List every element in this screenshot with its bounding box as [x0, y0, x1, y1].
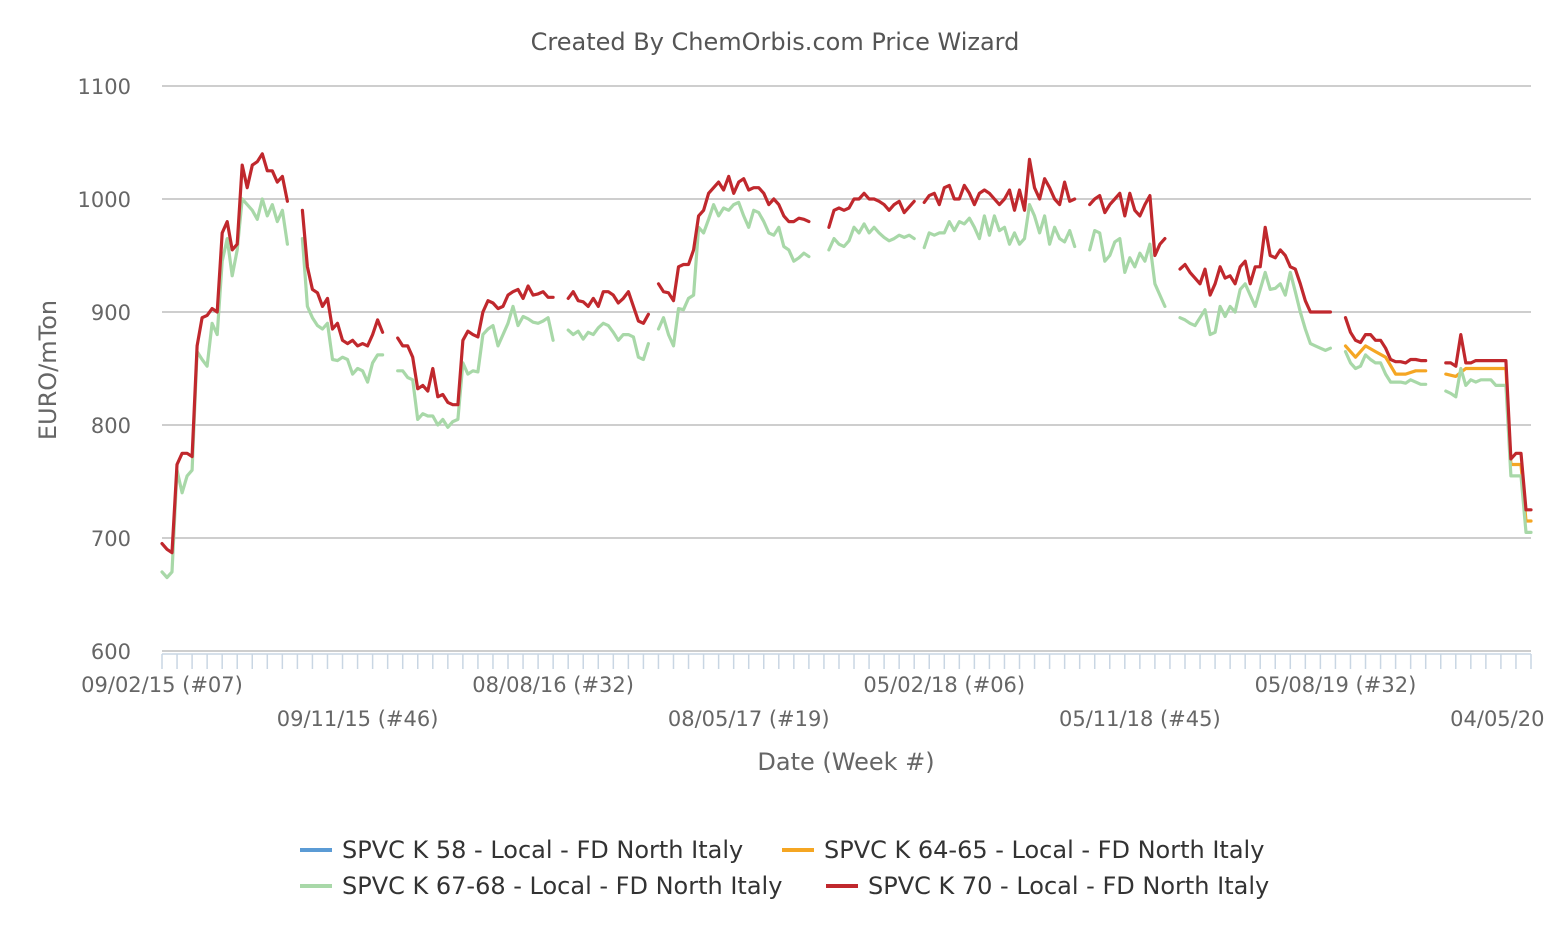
series-line-segment: [1088, 229, 1167, 308]
series-line-segment: [566, 290, 650, 325]
series-line-segment: [922, 203, 1077, 250]
legend: SPVC K 58 - Local - FD North Italy SPVC K…: [300, 836, 1269, 900]
series-line-segment: [300, 237, 385, 384]
y-axis-ticks: 600 700 800 900 1000 1100: [78, 75, 131, 664]
series-line-segment: [396, 304, 555, 429]
y-axis-title: EURO/mTon: [34, 300, 62, 440]
y-tick-label: 800: [91, 414, 131, 438]
x-tick-label: 05/02/18 (#06): [863, 673, 1025, 697]
legend-label: SPVC K 70 - Local - FD North Italy: [868, 872, 1269, 900]
x-tick-label: 08/05/17 (#19): [668, 707, 830, 731]
series-line-segment: [160, 197, 289, 580]
series-line-segment: [396, 284, 555, 407]
series-line-segment: [1444, 333, 1533, 512]
legend-label: SPVC K 58 - Local - FD North Italy: [342, 836, 743, 864]
x-tick-label: 04/05/20 (#19): [1450, 707, 1552, 731]
legend-label: SPVC K 64-65 - Local - FD North Italy: [824, 836, 1264, 864]
series-line-segment: [656, 174, 811, 303]
series-line-segment: [566, 321, 650, 362]
series-line-segment: [827, 222, 916, 252]
x-tick-label: 09/02/15 (#07): [81, 673, 243, 697]
series-line-segment: [1343, 344, 1428, 376]
legend-label: SPVC K 67-68 - Local - FD North Italy: [342, 872, 782, 900]
x-tick-label: 09/11/15 (#46): [277, 707, 439, 731]
y-tick-label: 600: [91, 640, 131, 664]
y-tick-label: 700: [91, 527, 131, 551]
series-line-segment: [1178, 270, 1332, 352]
chart-title: Created By ChemOrbis.com Price Wizard: [531, 28, 1020, 56]
x-tick-label: 05/08/19 (#32): [1255, 673, 1417, 697]
series-lines: [160, 152, 1533, 580]
series-line-segment: [160, 152, 289, 555]
x-axis-title: Date (Week #): [757, 748, 934, 776]
series-line-segment: [300, 208, 385, 348]
series-line-segment: [656, 200, 811, 348]
legend-item[interactable]: SPVC K 67-68 - Local - FD North Italy: [300, 872, 782, 900]
series-3: [160, 152, 1533, 555]
legend-item[interactable]: SPVC K 70 - Local - FD North Italy: [826, 872, 1269, 900]
y-tick-label: 900: [91, 301, 131, 325]
series-line-segment: [1343, 350, 1428, 386]
x-tick-label: 05/11/18 (#45): [1059, 707, 1221, 731]
series-2: [160, 197, 1533, 580]
series-line-segment: [827, 191, 916, 229]
y-tick-label: 1000: [78, 188, 131, 212]
x-axis: 09/02/15 (#07) 09/11/15 (#46) 08/08/16 (#3…: [81, 653, 1552, 731]
series-line-segment: [1343, 316, 1428, 365]
series-line-segment: [1088, 191, 1167, 258]
series-line-segment: [1444, 366, 1533, 534]
legend-item[interactable]: SPVC K 58 - Local - FD North Italy: [300, 836, 743, 864]
series-line-segment: [922, 157, 1077, 212]
y-tick-label: 1100: [78, 75, 131, 99]
series-line-segment: [1444, 366, 1533, 523]
gridlines: [162, 85, 1531, 652]
series-line-segment: [1178, 225, 1332, 314]
series-1: [1343, 344, 1533, 523]
legend-item[interactable]: SPVC K 64-65 - Local - FD North Italy: [782, 836, 1264, 864]
x-tick-label: 08/08/16 (#32): [472, 673, 634, 697]
